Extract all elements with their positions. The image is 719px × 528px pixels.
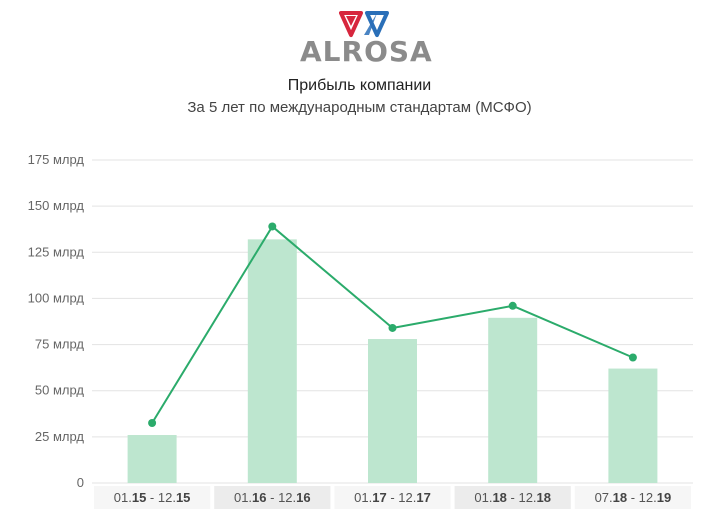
- line-point: [268, 222, 277, 231]
- x-tick-year: 17: [416, 490, 430, 505]
- x-tick-year: 18: [613, 490, 627, 505]
- line-point: [628, 353, 637, 362]
- line-point: [388, 323, 397, 332]
- y-tick-label: 175 млрд: [28, 152, 85, 167]
- x-tick-year: 15: [132, 490, 146, 505]
- x-tick-month: 01.: [354, 490, 372, 505]
- x-tick-year: 17: [372, 490, 386, 505]
- x-tick-label: 07.18 - 12.19: [595, 490, 672, 505]
- line-point: [508, 301, 517, 310]
- chart-title: Прибыль компании: [287, 77, 432, 94]
- x-tick-month: 01.: [234, 490, 252, 505]
- x-tick-label: 01.17 - 12.17: [354, 490, 431, 505]
- x-tick-background: [574, 486, 691, 509]
- x-tick-month: 07.: [595, 490, 613, 505]
- x-tick-year: 16: [296, 490, 310, 505]
- x-tick-label: 01.15 - 12.15: [114, 490, 191, 505]
- x-tick-label: 01.16 - 12.16: [234, 490, 311, 505]
- x-tick-month: - 12.: [627, 490, 657, 505]
- x-tick-background: [214, 486, 331, 509]
- x-tick-year: 19: [657, 490, 671, 505]
- bar: [488, 317, 538, 483]
- bar: [608, 368, 658, 483]
- x-tick-year: 18: [492, 490, 506, 505]
- y-tick-label: 50 млрд: [35, 383, 85, 398]
- line-point: [148, 419, 157, 428]
- x-tick-background: [454, 486, 571, 509]
- x-tick-month: - 12.: [507, 490, 537, 505]
- x-tick-month: 01.: [114, 490, 132, 505]
- x-tick-month: - 12.: [146, 490, 176, 505]
- y-tick-label: 75 млрд: [35, 337, 85, 352]
- y-tick-label: 125 млрд: [28, 244, 85, 259]
- chart-subtitle: За 5 лет по международным стандартам (МС…: [187, 99, 532, 116]
- x-tick-month: 01.: [474, 490, 492, 505]
- alrosa-diamond-icon: [339, 11, 389, 37]
- logo-wordmark: ALROSA: [300, 35, 433, 68]
- x-tick-background: [94, 486, 211, 509]
- y-tick-label: 0: [77, 475, 84, 490]
- x-tick-year: 15: [176, 490, 190, 505]
- y-tick-label: 25 млрд: [35, 429, 85, 444]
- x-tick-label: 01.18 - 12.18: [474, 490, 551, 505]
- x-tick-year: 16: [252, 490, 266, 505]
- x-tick-year: 18: [537, 490, 551, 505]
- bar: [247, 239, 297, 483]
- x-tick-background: [334, 486, 451, 509]
- alrosa-logo: ALROSA: [300, 6, 433, 68]
- x-tick-month: - 12.: [387, 490, 417, 505]
- y-tick-label: 150 млрд: [28, 198, 85, 213]
- x-tick-month: - 12.: [267, 490, 297, 505]
- bar: [127, 435, 177, 483]
- bar: [368, 339, 417, 483]
- y-tick-label: 100 млрд: [28, 290, 85, 305]
